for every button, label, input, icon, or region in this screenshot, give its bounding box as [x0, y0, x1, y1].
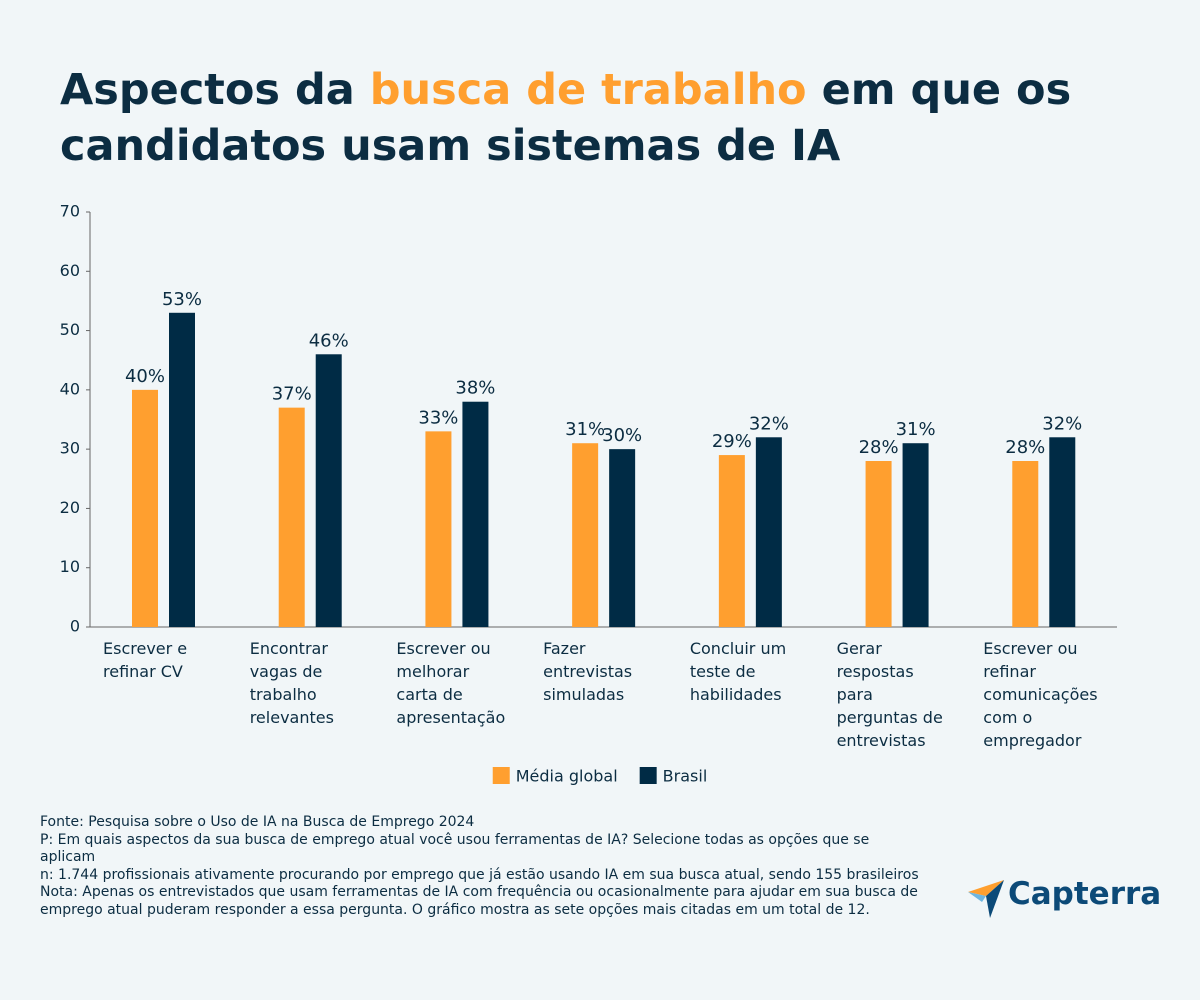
legend: Média global Brasil: [492, 767, 708, 786]
legend-label: Brasil: [663, 767, 708, 786]
footer: Fonte: Pesquisa sobre o Uso de IA na Bus…: [40, 814, 920, 919]
y-tick-label: 30: [60, 439, 80, 458]
bar: [718, 455, 745, 627]
bar: [169, 312, 195, 627]
footer-line: n: 1.744 profissionais ativamente procur…: [40, 866, 919, 883]
value-label: 31%: [565, 419, 605, 440]
value-label: 29%: [712, 431, 752, 452]
footer-line: Nota: Apenas os entrevistados que usam f…: [40, 884, 918, 918]
bar: [1012, 461, 1039, 627]
value-label: 30%: [602, 425, 642, 446]
value-label: 40%: [125, 366, 165, 387]
legend-swatch: [639, 767, 657, 784]
value-label: 32%: [749, 413, 789, 434]
value-label: 28%: [859, 437, 899, 458]
logo-text: Capterra: [1008, 876, 1162, 912]
bar: [865, 461, 892, 627]
value-label: 28%: [1005, 437, 1045, 458]
value-label: 46%: [309, 330, 349, 351]
chart-title: Aspectos da busca de trabalho em que os …: [60, 62, 1160, 174]
bar: [572, 443, 599, 627]
y-tick-label: 50: [60, 320, 80, 339]
bar: [278, 407, 305, 627]
y-tick-label: 40: [60, 379, 80, 398]
value-label: 31%: [896, 419, 936, 440]
value-label: 33%: [418, 407, 458, 428]
bar: [425, 431, 452, 627]
x-tick-label: Encontrar vagas de trabalho relevantes: [249, 639, 334, 727]
title-part: em que os candidatos usam sistemas de IA: [60, 65, 1072, 171]
bar: [315, 354, 342, 627]
y-tick-label: 10: [60, 557, 80, 576]
value-label: 53%: [162, 289, 202, 310]
title-part: Aspectos da: [60, 65, 355, 115]
bar: [755, 437, 782, 627]
x-tick-label: Concluir um teste de habilidades: [689, 639, 787, 704]
legend-swatch: [492, 767, 510, 784]
bar: [902, 443, 929, 627]
legend-label: Média global: [516, 767, 618, 786]
y-tick-label: 20: [60, 498, 80, 517]
bar: [1049, 437, 1076, 627]
footer-line: Fonte: Pesquisa sobre o Uso de IA na Bus…: [40, 814, 475, 830]
bar: [132, 389, 158, 627]
bar: [609, 449, 636, 627]
x-tick-label: Fazer entrevistas simuladas: [543, 639, 633, 704]
footer-line: P: Em quais aspectos da sua busca de emp…: [40, 831, 870, 866]
y-tick-label: 60: [60, 261, 80, 280]
x-tick-label: Escrever ou refinar comunicações com o e…: [983, 639, 1098, 750]
logo-icon: [968, 880, 1004, 918]
value-label: 38%: [455, 378, 495, 399]
x-tick-label: Escrever ou melhorar carta de apresentaç…: [396, 639, 506, 727]
title-highlight: busca de trabalho: [369, 65, 807, 115]
bar: [462, 401, 489, 627]
value-label: 37%: [272, 384, 312, 405]
x-tick-label: Gerar respostas para perguntas de entrev…: [836, 639, 943, 750]
y-tick-label: 0: [70, 617, 80, 636]
y-tick-label: 70: [60, 202, 80, 221]
value-label: 32%: [1042, 413, 1082, 434]
x-tick-label: Escrever e refinar CV: [103, 639, 188, 681]
